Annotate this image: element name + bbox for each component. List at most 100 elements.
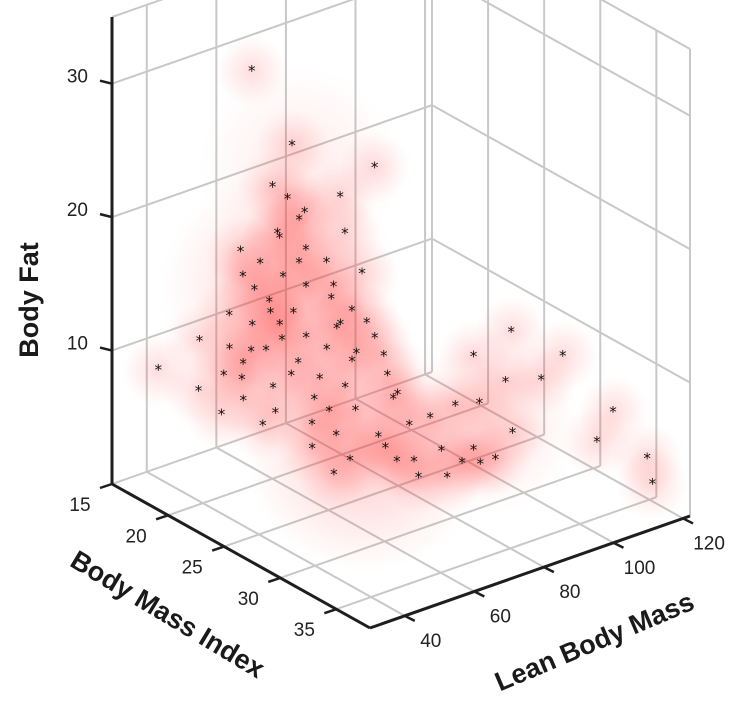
- data-point: *: [278, 268, 287, 286]
- data-point: *: [537, 371, 546, 389]
- x-tick-label: 25: [182, 558, 203, 579]
- data-point: *: [236, 243, 245, 261]
- data-point: *: [301, 241, 310, 259]
- y-tick-mark: [682, 517, 694, 525]
- data-point: *: [426, 409, 435, 427]
- data-point: *: [294, 354, 303, 372]
- data-point: *: [265, 293, 274, 311]
- data-point: *: [295, 254, 304, 272]
- z-axis-title: Body Fat: [14, 242, 44, 358]
- density-glow: [199, 66, 400, 267]
- data-point: *: [219, 367, 228, 385]
- data-point: *: [322, 341, 331, 359]
- data-point: *: [609, 403, 618, 421]
- box-edge: [600, 0, 691, 50]
- data-point: *: [392, 453, 401, 471]
- data-point: *: [389, 390, 398, 408]
- density-surface: [122, 35, 689, 573]
- data-point: *: [247, 343, 256, 361]
- floor-grid-line: [336, 496, 657, 611]
- data-point: *: [247, 62, 256, 80]
- x-tick-mark: [211, 545, 225, 552]
- x-tick-mark: [155, 514, 169, 521]
- x-tick-label: 30: [238, 589, 259, 610]
- data-point: *: [268, 379, 277, 397]
- data-point: *: [374, 428, 383, 446]
- data-point: *: [345, 452, 354, 470]
- y-tick-label: 40: [420, 631, 441, 652]
- floor-grid-line: [146, 470, 406, 617]
- box-edge: [111, 0, 164, 18]
- data-point: *: [325, 402, 334, 420]
- data-point: *: [295, 211, 304, 229]
- data-point: *: [217, 406, 226, 424]
- y-tick-label: 100: [624, 558, 656, 579]
- data-point: *: [287, 367, 296, 385]
- data-point: *: [558, 347, 567, 365]
- data-point: *: [266, 304, 275, 322]
- data-point: *: [283, 190, 292, 208]
- data-point: *: [268, 178, 277, 196]
- x-tick-label: 20: [126, 526, 147, 547]
- data-point: *: [327, 290, 336, 308]
- data-point: *: [288, 136, 297, 154]
- data-point: *: [275, 316, 284, 334]
- data-point: *: [271, 404, 280, 422]
- data-point: *: [443, 469, 452, 487]
- data-point: *: [592, 433, 601, 451]
- z-tick-mark: [99, 79, 113, 85]
- data-point: *: [475, 395, 484, 413]
- data-point: *: [341, 378, 350, 396]
- data-point: *: [322, 253, 331, 271]
- data-point: *: [302, 328, 311, 346]
- data-point: *: [383, 366, 392, 384]
- z-tick-mark: [99, 212, 113, 219]
- data-point: *: [256, 254, 265, 272]
- data-point: *: [329, 465, 338, 483]
- x-tick-mark: [267, 576, 281, 584]
- data-point: *: [225, 340, 234, 358]
- data-point: *: [351, 401, 360, 419]
- data-point: *: [258, 417, 267, 435]
- data-point: *: [347, 352, 356, 370]
- x-axis-line: [111, 482, 371, 630]
- x-axis-title: Body Mass Index: [65, 545, 270, 684]
- z-tick-label: 10: [67, 334, 88, 355]
- data-point: *: [237, 371, 246, 389]
- y-tick-label: 120: [693, 533, 725, 554]
- z-tick-label: 30: [67, 67, 88, 88]
- data-point: *: [469, 347, 478, 365]
- data-point: *: [194, 382, 203, 400]
- data-point: *: [277, 331, 286, 349]
- y-axis-line: [369, 514, 691, 630]
- data-point: *: [336, 315, 345, 333]
- z-tick-label: 20: [67, 200, 88, 221]
- data-point: *: [308, 439, 317, 457]
- data-point: *: [154, 361, 163, 379]
- data-point: *: [405, 416, 414, 434]
- y-tick-label: 60: [490, 606, 511, 627]
- data-point: *: [273, 225, 282, 243]
- data-point: *: [379, 347, 388, 365]
- y-tick-mark: [404, 614, 416, 622]
- data-point: *: [332, 427, 341, 445]
- data-point: *: [451, 397, 460, 415]
- data-point: *: [329, 278, 338, 296]
- data-point: *: [643, 449, 652, 467]
- x-tick-mark: [323, 608, 337, 615]
- y-tick-label: 80: [559, 582, 580, 603]
- data-point: *: [262, 342, 271, 360]
- density-glow: [399, 332, 580, 513]
- z-tick-mark: [99, 346, 113, 352]
- x-tick-mark: [99, 482, 113, 490]
- data-point: *: [501, 373, 510, 391]
- data-point: *: [393, 385, 402, 403]
- data-point: *: [301, 278, 310, 296]
- data-point: *: [315, 370, 324, 388]
- data-point: *: [195, 332, 204, 350]
- data-point: *: [347, 302, 356, 320]
- data-point: *: [336, 188, 345, 206]
- side-wall-grid-line: [431, 104, 691, 251]
- data-point: *: [225, 306, 234, 324]
- data-point: *: [370, 159, 379, 177]
